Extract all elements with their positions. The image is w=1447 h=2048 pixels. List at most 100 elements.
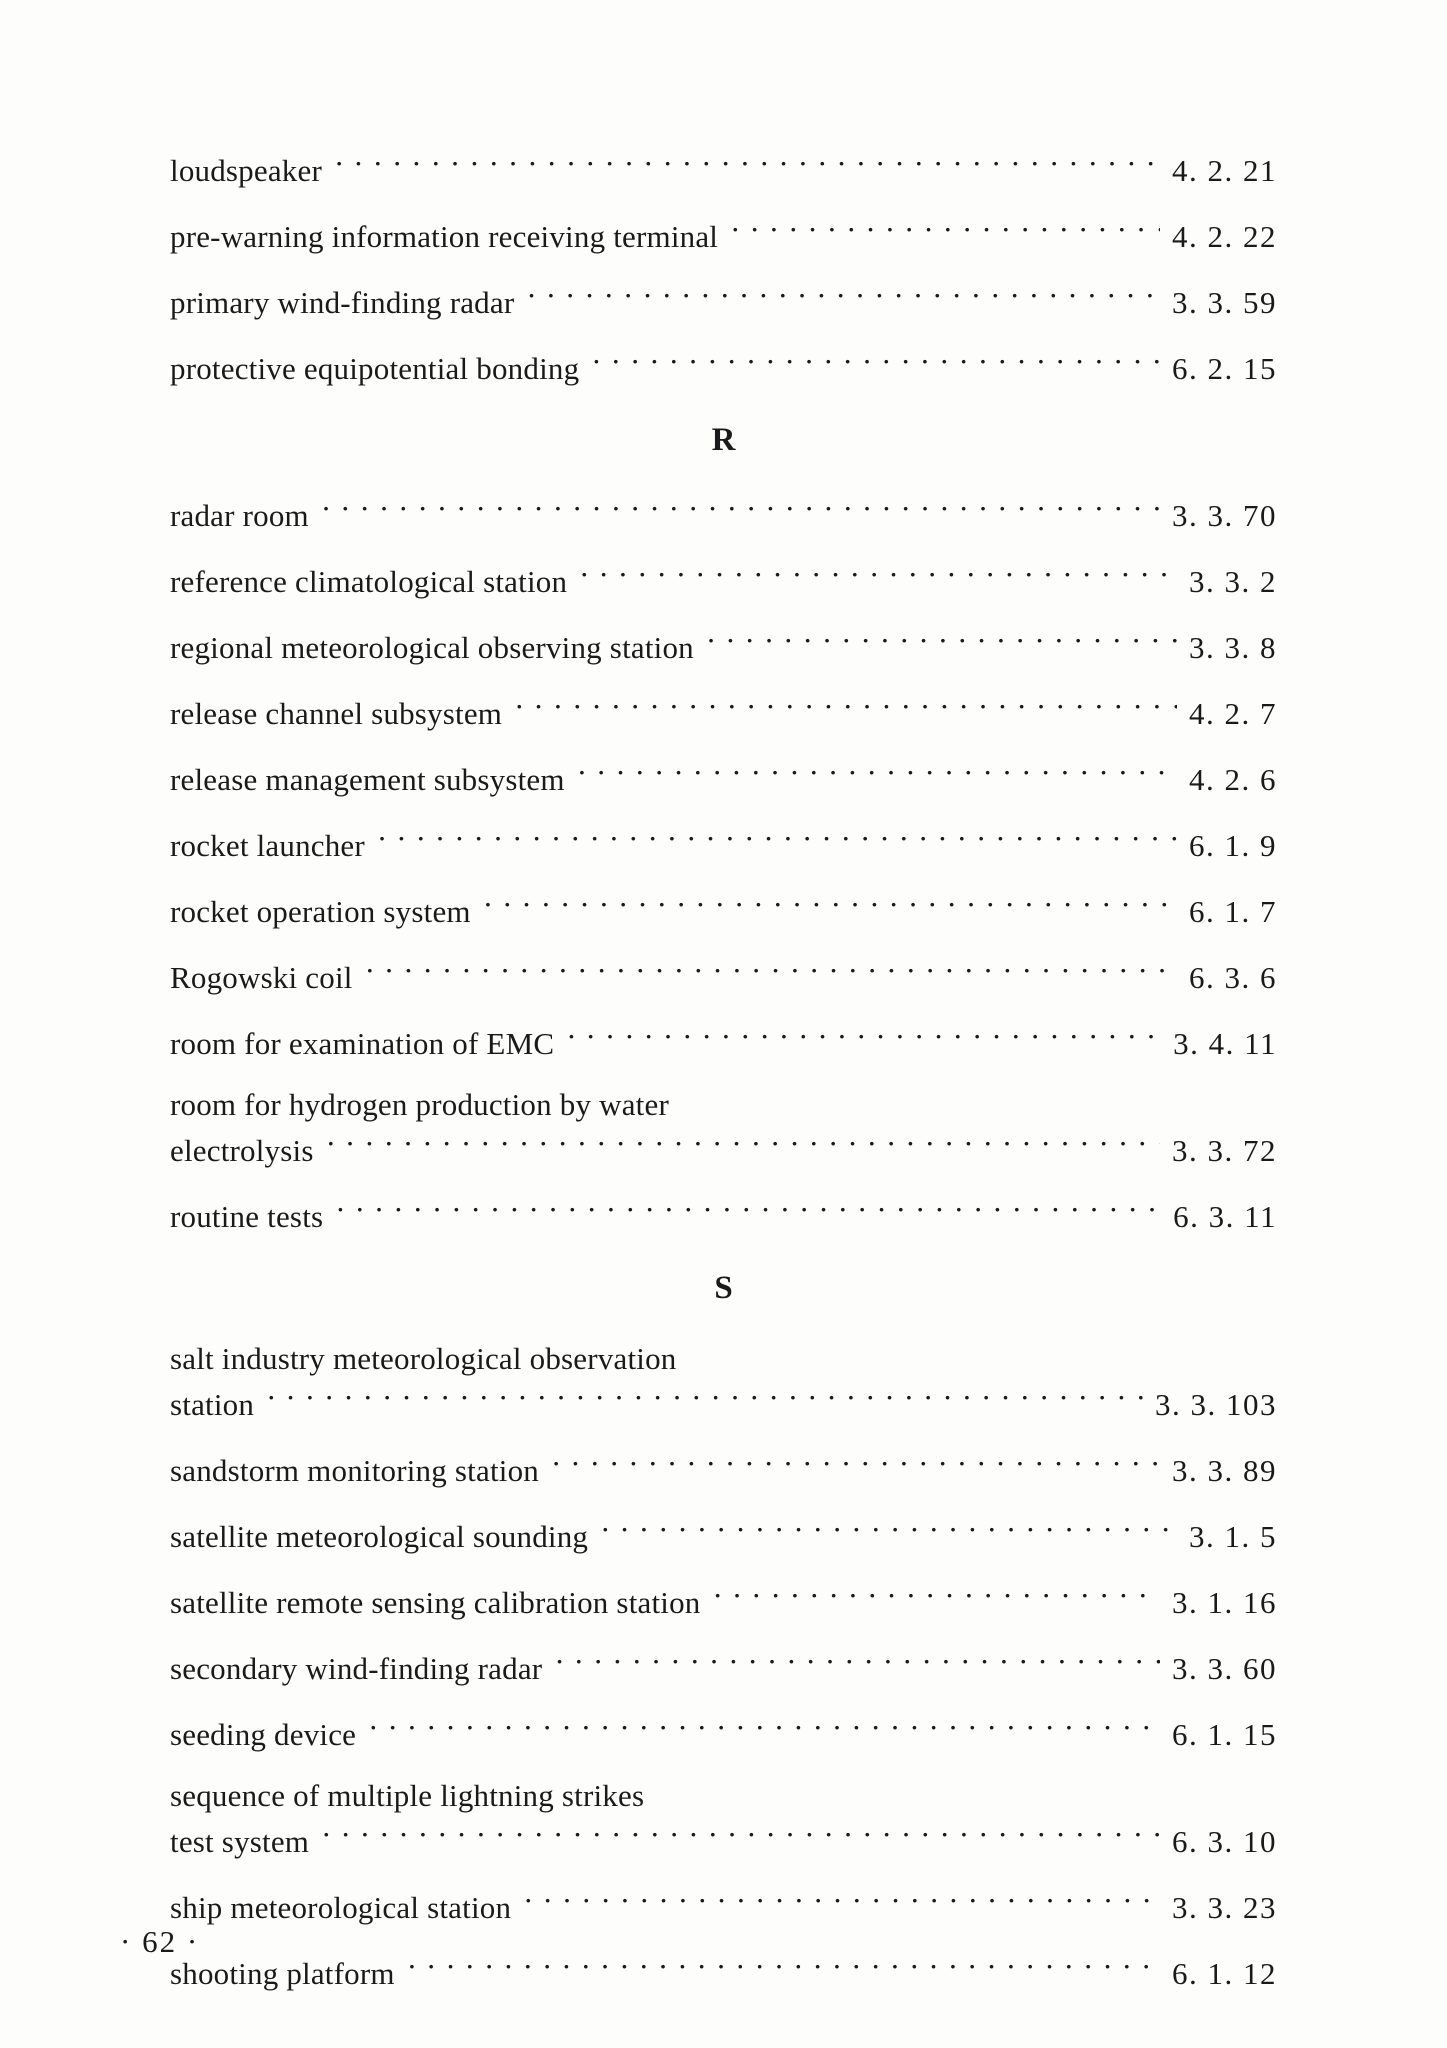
leader-dots [706,627,1177,658]
index-entry: routine tests 6. 3. 11 [170,1196,1277,1232]
index-ref: 4. 2. 21 [1172,155,1277,186]
index-ref: 6. 3. 10 [1172,1826,1277,1857]
index-term: sequence of multiple lightning strikes [170,1780,644,1811]
index-ref: 3. 3. 72 [1172,1135,1277,1166]
index-term: rocket operation system [170,896,471,927]
leader-dots [377,825,1177,856]
leader-dots [334,150,1160,181]
leader-dots [266,1384,1143,1415]
index-entry: release channel subsystem 4. 2. 7 [170,693,1277,729]
index-term: room for hydrogen production by water [170,1089,669,1120]
leader-dots [551,1450,1160,1481]
index-ref: 3. 3. 60 [1172,1653,1277,1684]
section-letter-s: S [170,1270,1277,1307]
index-entry: sequence of multiple lightning strikes [170,1780,1277,1811]
page-number: · 62 · [120,1924,199,1960]
index-term: satellite meteorological sounding [170,1521,588,1552]
leader-dots [335,1196,1161,1227]
index-term: sandstorm monitoring station [170,1455,539,1486]
index-entry: rocket launcher 6. 1. 9 [170,825,1277,861]
index-entry: room for examination of EMC 3. 4. 11 [170,1023,1277,1059]
index-term: seeding device [170,1719,356,1750]
index-ref: 3. 3. 23 [1172,1892,1277,1923]
index-entry: protective equipotential bonding 6. 2. 15 [170,348,1277,384]
index-entry: reference climatological station 3. 3. 2 [170,561,1277,597]
index-ref: 3. 3. 59 [1172,287,1277,318]
index-entry-continuation: electrolysis 3. 3. 72 [170,1130,1277,1166]
index-entry: salt industry meteorological observation [170,1343,1277,1374]
leader-dots [579,561,1177,592]
section-letter-r: R [170,422,1277,459]
index-entry: secondary wind-finding radar3. 3. 60 [170,1648,1277,1684]
index-ref: 6. 3. 6 [1189,962,1277,993]
index-ref: 3. 1. 5 [1189,1521,1277,1552]
index-term: electrolysis [170,1135,314,1166]
index-ref: 3. 1. 16 [1172,1587,1277,1618]
index-entry: release management subsystem 4. 2. 6 [170,759,1277,795]
leader-dots [326,1130,1160,1161]
index-entry: ship meteorological station3. 3. 23 [170,1887,1277,1923]
leader-dots [554,1648,1160,1679]
leader-dots [600,1516,1177,1547]
index-entry: pre-warning information receiving termin… [170,216,1277,252]
leader-dots [523,1887,1160,1918]
index-term: radar room [170,500,309,531]
index-ref: 3. 4. 11 [1173,1028,1277,1059]
leader-dots [321,495,1160,526]
index-term: protective equipotential bonding [170,353,579,384]
leader-dots [514,693,1177,724]
index-page: loudspeaker 4. 2. 21 pre-warning informati… [0,0,1447,2048]
index-entry: rocket operation system 6. 1. 7 [170,891,1277,927]
index-ref: 3. 3. 70 [1172,500,1277,531]
leader-dots [591,348,1160,379]
index-term: loudspeaker [170,155,322,186]
index-term: release management subsystem [170,764,565,795]
index-term: room for examination of EMC [170,1028,554,1059]
index-entry: satellite remote sensing calibration sta… [170,1582,1277,1618]
index-term: rocket launcher [170,830,365,861]
index-ref: 6. 3. 11 [1173,1201,1277,1232]
index-ref: 4. 2. 7 [1189,698,1277,729]
leader-dots [483,891,1177,922]
index-entry-continuation: station 3. 3. 103 [170,1384,1277,1420]
leader-dots [713,1582,1161,1613]
index-entry: regional meteorological observing statio… [170,627,1277,663]
index-entry: shooting platform 6. 1. 12 [170,1953,1277,1989]
index-term: reference climatological station [170,566,567,597]
leader-dots [577,759,1177,790]
index-entry: Rogowski coil 6. 3. 6 [170,957,1277,993]
index-entry: loudspeaker 4. 2. 21 [170,150,1277,186]
leader-dots [321,1821,1160,1852]
index-term: Rogowski coil [170,962,353,993]
index-term: regional meteorological observing statio… [170,632,694,663]
leader-dots [407,1953,1160,1984]
index-list: loudspeaker 4. 2. 21 pre-warning informati… [170,150,1277,2019]
index-ref: 4. 2. 22 [1172,221,1277,252]
index-ref: 3. 3. 89 [1172,1455,1277,1486]
leader-dots [368,1714,1160,1745]
leader-dots [365,957,1177,988]
index-ref: 6. 1. 9 [1189,830,1277,861]
index-entry: satellite meteorological sounding 3. 1. 5 [170,1516,1277,1552]
index-entry: seeding device 6. 1. 15 [170,1714,1277,1750]
index-entry-continuation: test system 6. 3. 10 [170,1821,1277,1857]
index-entry: sandstorm monitoring station 3. 3. 89 [170,1450,1277,1486]
index-ref: 6. 1. 15 [1172,1719,1277,1750]
index-ref: 6. 1. 7 [1189,896,1277,927]
index-term: primary wind-finding radar [170,287,514,318]
index-term: test system [170,1826,309,1857]
index-term: pre-warning information receiving termin… [170,221,718,252]
index-ref: 6. 2. 15 [1172,353,1277,384]
index-ref: 6. 1. 12 [1172,1958,1277,1989]
leader-dots [526,282,1160,313]
index-term: shooting platform [170,1958,395,1989]
index-term: routine tests [170,1201,323,1232]
index-ref: 4. 2. 6 [1189,764,1277,795]
index-term: salt industry meteorological observation [170,1343,676,1374]
index-ref: 3. 3. 2 [1189,566,1277,597]
index-entry: room for hydrogen production by water [170,1089,1277,1120]
index-term: station [170,1389,254,1420]
index-term: release channel subsystem [170,698,502,729]
index-ref: 3. 3. 103 [1155,1389,1277,1420]
index-ref: 3. 3. 8 [1189,632,1277,663]
